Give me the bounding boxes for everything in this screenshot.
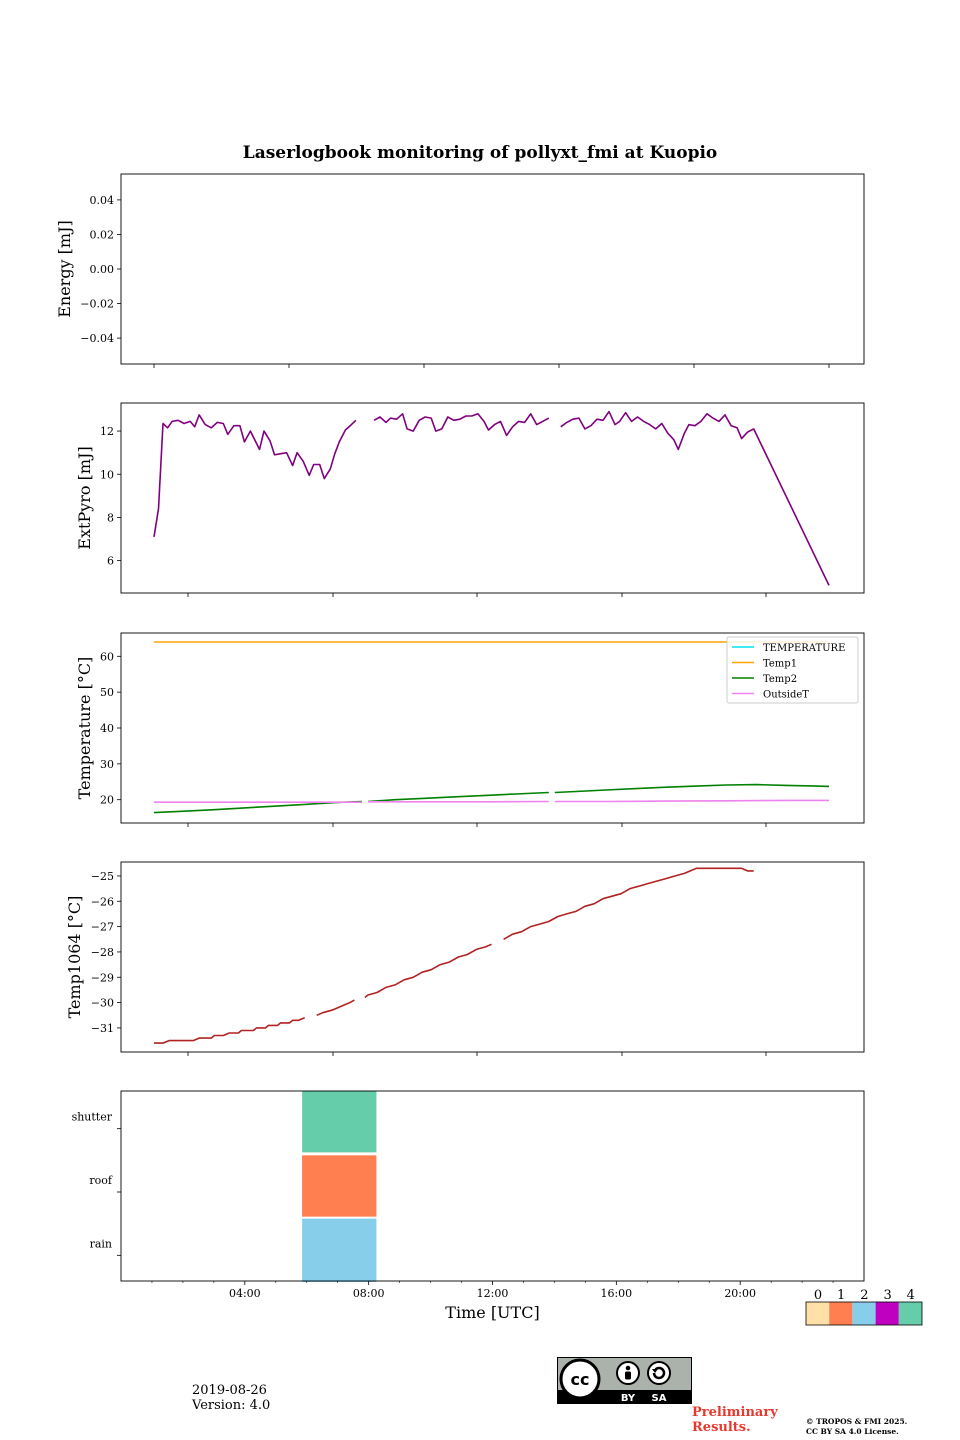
chart-title: Laserlogbook monitoring of pollyxt_fmi a… — [243, 143, 718, 163]
colorbar-tick-label: 4 — [907, 1288, 915, 1303]
panel-energy: −0.04 −0.02 0.00 0.02 0.04 Energy [mJ] — [55, 173, 865, 368]
cc-logo-text: cc — [571, 1370, 590, 1389]
legend-frame — [726, 636, 859, 704]
ytick-label: 12 — [100, 425, 114, 438]
ytick-label: −26 — [91, 895, 114, 908]
series-line-temp2 — [554, 783, 830, 794]
ytick-label: −0.02 — [80, 298, 114, 311]
series-line-extpyro — [560, 410, 830, 586]
row-label-shutter: shutter — [72, 1111, 113, 1124]
series-line-temp1064 — [503, 867, 754, 940]
legend-label: Temp2 — [763, 674, 797, 685]
status-cell-roof — [302, 1155, 377, 1217]
xtick-label: 12:00 — [477, 1287, 509, 1300]
status-cell-shutter — [302, 1091, 377, 1153]
series-line-extpyro — [373, 413, 550, 437]
y-axis-label: Energy [mJ] — [55, 220, 74, 318]
ytick-label: −0.04 — [80, 332, 114, 345]
xtick-label: 20:00 — [724, 1287, 756, 1300]
colorbar-cell-0 — [806, 1302, 830, 1325]
legend-label: OutsideT — [763, 690, 809, 701]
ytick-label: 40 — [100, 722, 114, 735]
legend-label: TEMPERATURE — [763, 643, 845, 654]
ytick-label: −29 — [91, 971, 114, 984]
row-label-rain: rain — [90, 1237, 112, 1250]
sa-share-icon — [647, 1361, 671, 1385]
axes-frame — [120, 402, 865, 594]
cc-license-badge: cc BY SA — [557, 1357, 692, 1404]
axes-frame — [120, 632, 865, 824]
ytick-label: 6 — [107, 555, 114, 568]
axes-frame — [120, 173, 865, 365]
colorbar-cell-2 — [852, 1302, 876, 1325]
ytick-label: −28 — [91, 946, 114, 959]
copyright-block: © TROPOS & FMI 2025. CC BY SA 4.0 Licens… — [806, 1417, 907, 1437]
copyright-line-2: CC BY SA 4.0 License. — [806, 1427, 899, 1436]
y-axis-label: Temperature [°C] — [75, 657, 94, 800]
status-cell-rain — [302, 1218, 377, 1282]
colorbar-cell-3 — [875, 1302, 899, 1325]
xtick-label: 04:00 — [229, 1287, 261, 1300]
ytick-label: −25 — [91, 870, 114, 883]
ytick-label: −31 — [91, 1022, 114, 1035]
colorbar-cell-1 — [829, 1302, 853, 1325]
row-label-roof: roof — [89, 1174, 113, 1187]
panel-temp1064: −31 −30 −29 −28 −27 −26 −25 Temp1064 [°C] — [65, 861, 865, 1056]
series-line-outsidet — [554, 799, 829, 803]
ytick-label: 10 — [100, 468, 114, 481]
series-line-temp2 — [367, 791, 549, 803]
y-axis-label: ExtPyro [mJ] — [75, 446, 94, 549]
colorbar-cell-4 — [898, 1302, 922, 1325]
ytick-label: 30 — [100, 758, 114, 771]
ytick-label: 0.00 — [90, 263, 115, 276]
series-line-extpyro — [153, 414, 357, 538]
series-line-temp1064 — [364, 943, 492, 999]
colorbar-tick-label: 1 — [837, 1288, 845, 1303]
ytick-label: 8 — [107, 511, 114, 524]
legend-label: Temp1 — [763, 659, 797, 670]
version-label: Version: 4.0 — [192, 1398, 271, 1413]
date-version-block: 2019-08-26 Version: 4.0 — [192, 1383, 270, 1413]
date-label: 2019-08-26 — [192, 1383, 267, 1398]
ytick-label: 0.02 — [90, 228, 115, 241]
x-axis-label: Time [UTC] — [445, 1303, 539, 1322]
colorbar-tick-label: 2 — [860, 1288, 868, 1303]
colorbar-tick-label: 0 — [814, 1288, 822, 1303]
series-line-temp2 — [153, 800, 362, 814]
panel-status: rain roof shutter 04:00 08:00 12:00 16:00 20:00… — [72, 1090, 923, 1326]
copyright-line-1: © TROPOS & FMI 2025. — [806, 1417, 908, 1426]
by-label: BY — [621, 1393, 636, 1404]
xtick-label: 08:00 — [353, 1287, 385, 1300]
ytick-label: 0.04 — [90, 194, 115, 207]
series-line-temp1064 — [154, 1017, 306, 1044]
ytick-label: 20 — [100, 794, 114, 807]
ytick-label: 50 — [100, 686, 114, 699]
y-axis-label: Temp1064 [°C] — [65, 896, 84, 1019]
xtick-label: 16:00 — [600, 1287, 632, 1300]
ytick-label: −30 — [91, 997, 114, 1010]
sa-label: SA — [652, 1393, 667, 1404]
axes-frame — [120, 861, 865, 1053]
series-line-temp1064 — [316, 999, 355, 1017]
preliminary-results-note: Preliminary Results. — [692, 1405, 778, 1435]
ytick-label: −27 — [91, 921, 114, 934]
legend: TEMPERATURE Temp1 Temp2 OutsideT — [726, 636, 859, 704]
ytick-label: 60 — [100, 650, 114, 663]
panel-extpyro: 6 8 10 12 ExtPyro [mJ] — [75, 402, 865, 597]
colorbar-tick-label: 3 — [883, 1288, 891, 1303]
panel-temperature: 20 30 40 50 60 Temperature [°C] TEMPERATURE Tem… — [75, 632, 865, 827]
axes-frame — [120, 1090, 865, 1282]
colorbar-frame — [805, 1301, 923, 1326]
